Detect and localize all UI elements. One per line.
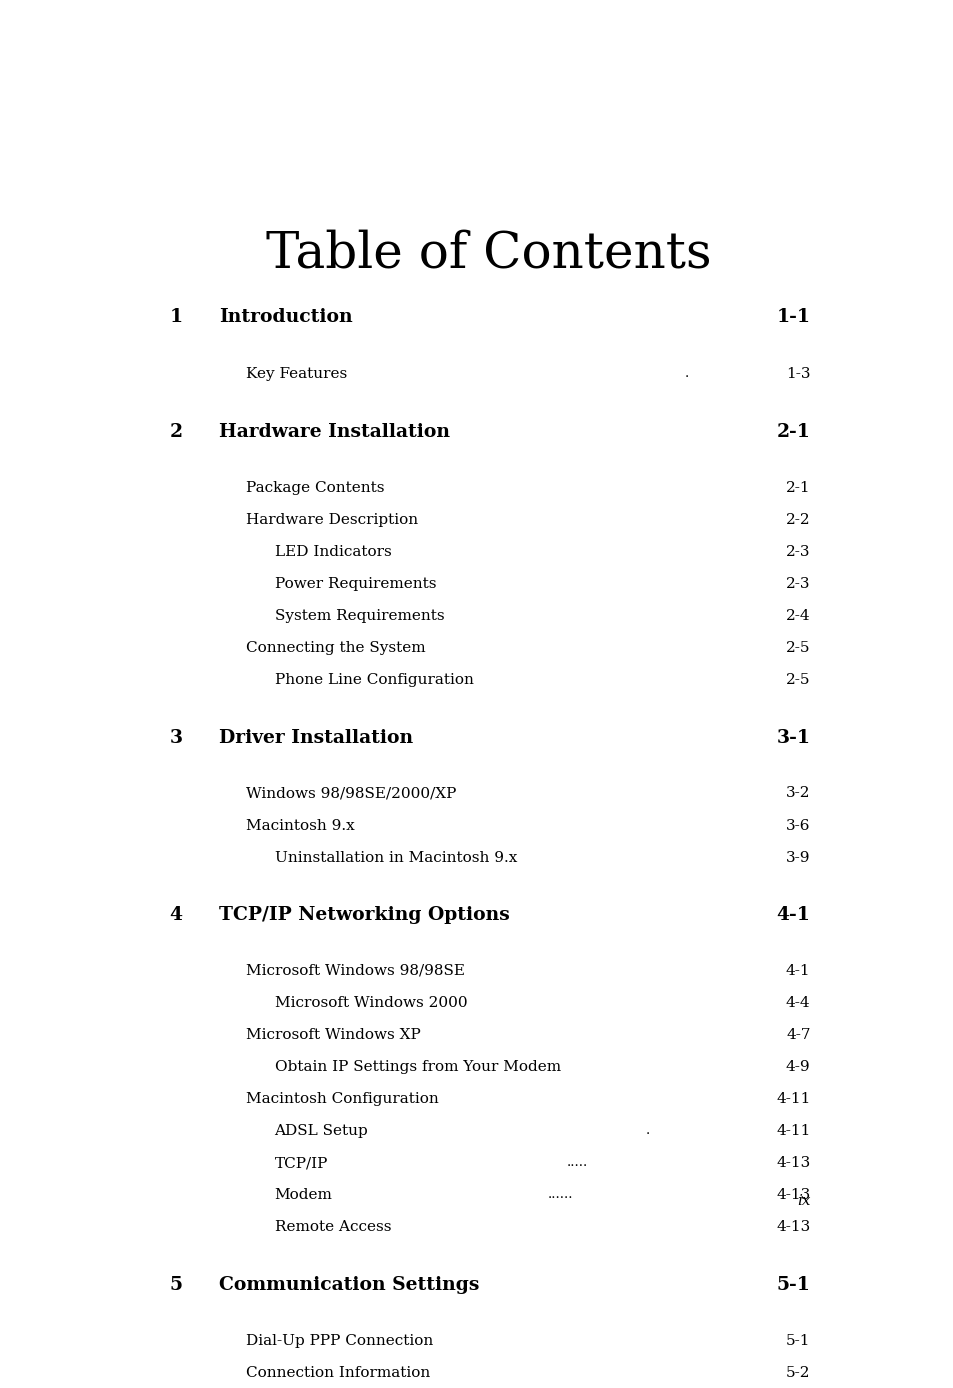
Text: 2-1: 2-1 [776,423,810,441]
Text: 2-4: 2-4 [785,609,810,623]
Text: 2-5: 2-5 [785,641,810,655]
Text: Connection Information: Connection Information [246,1366,430,1380]
Text: 2: 2 [170,423,182,441]
Text: Microsoft Windows 2000: Microsoft Windows 2000 [274,997,467,1010]
Text: 3: 3 [170,729,182,747]
Text: Communication Settings: Communication Settings [219,1276,479,1294]
Text: 2-3: 2-3 [785,545,810,559]
Text: 5-1: 5-1 [785,1334,810,1348]
Text: Microsoft Windows XP: Microsoft Windows XP [246,1029,420,1042]
Text: .....: ..... [566,1156,588,1169]
Text: ix: ix [796,1194,810,1208]
Text: Macintosh Configuration: Macintosh Configuration [246,1092,438,1106]
Text: Microsoft Windows 98/98SE: Microsoft Windows 98/98SE [246,963,465,979]
Text: 2-1: 2-1 [785,480,810,494]
Text: Driver Installation: Driver Installation [219,729,413,747]
Text: .: . [645,1124,649,1137]
Text: 4-1: 4-1 [776,906,810,924]
Text: 4: 4 [170,906,182,924]
Text: 4-13: 4-13 [776,1220,810,1234]
Text: Dial-Up PPP Connection: Dial-Up PPP Connection [246,1334,434,1348]
Text: Hardware Description: Hardware Description [246,512,418,527]
Text: 4-11: 4-11 [776,1092,810,1106]
Text: 5-2: 5-2 [785,1366,810,1380]
Text: Modem: Modem [274,1188,332,1202]
Text: 4-11: 4-11 [776,1124,810,1138]
Text: Power Requirements: Power Requirements [274,577,436,591]
Text: 4-1: 4-1 [785,963,810,979]
Text: TCP/IP: TCP/IP [274,1156,328,1170]
Text: Windows 98/98SE/2000/XP: Windows 98/98SE/2000/XP [246,787,456,801]
Text: 3-6: 3-6 [785,819,810,833]
Text: 4-9: 4-9 [785,1060,810,1074]
Text: Table of Contents: Table of Contents [266,229,711,278]
Text: 3-9: 3-9 [785,851,810,865]
Text: Key Features: Key Features [246,368,347,382]
Text: 2-5: 2-5 [785,673,810,687]
Text: 3-1: 3-1 [776,729,810,747]
Text: Uninstallation in Macintosh 9.x: Uninstallation in Macintosh 9.x [274,851,517,865]
Text: 4-13: 4-13 [776,1188,810,1202]
Text: Connecting the System: Connecting the System [246,641,426,655]
Text: 2-3: 2-3 [785,577,810,591]
Text: System Requirements: System Requirements [274,609,444,623]
Text: LED Indicators: LED Indicators [274,545,391,559]
Text: Introduction: Introduction [219,308,353,326]
Text: 4-4: 4-4 [785,997,810,1010]
Text: Package Contents: Package Contents [246,480,384,494]
Text: .: . [683,368,688,380]
Text: Macintosh 9.x: Macintosh 9.x [246,819,355,833]
Text: 2-2: 2-2 [785,512,810,527]
Text: 5-1: 5-1 [776,1276,810,1294]
Text: ADSL Setup: ADSL Setup [274,1124,368,1138]
Text: 5: 5 [170,1276,182,1294]
Text: TCP/IP Networking Options: TCP/IP Networking Options [219,906,509,924]
Text: 4-7: 4-7 [785,1029,810,1042]
Text: Obtain IP Settings from Your Modem: Obtain IP Settings from Your Modem [274,1060,560,1074]
Text: Remote Access: Remote Access [274,1220,391,1234]
Text: 1: 1 [170,308,182,326]
Text: Phone Line Configuration: Phone Line Configuration [274,673,473,687]
Text: 1-3: 1-3 [785,368,810,382]
Text: 3-2: 3-2 [785,787,810,801]
Text: Hardware Installation: Hardware Installation [219,423,450,441]
Text: 4-13: 4-13 [776,1156,810,1170]
Text: ......: ...... [547,1188,572,1201]
Text: 1-1: 1-1 [776,308,810,326]
